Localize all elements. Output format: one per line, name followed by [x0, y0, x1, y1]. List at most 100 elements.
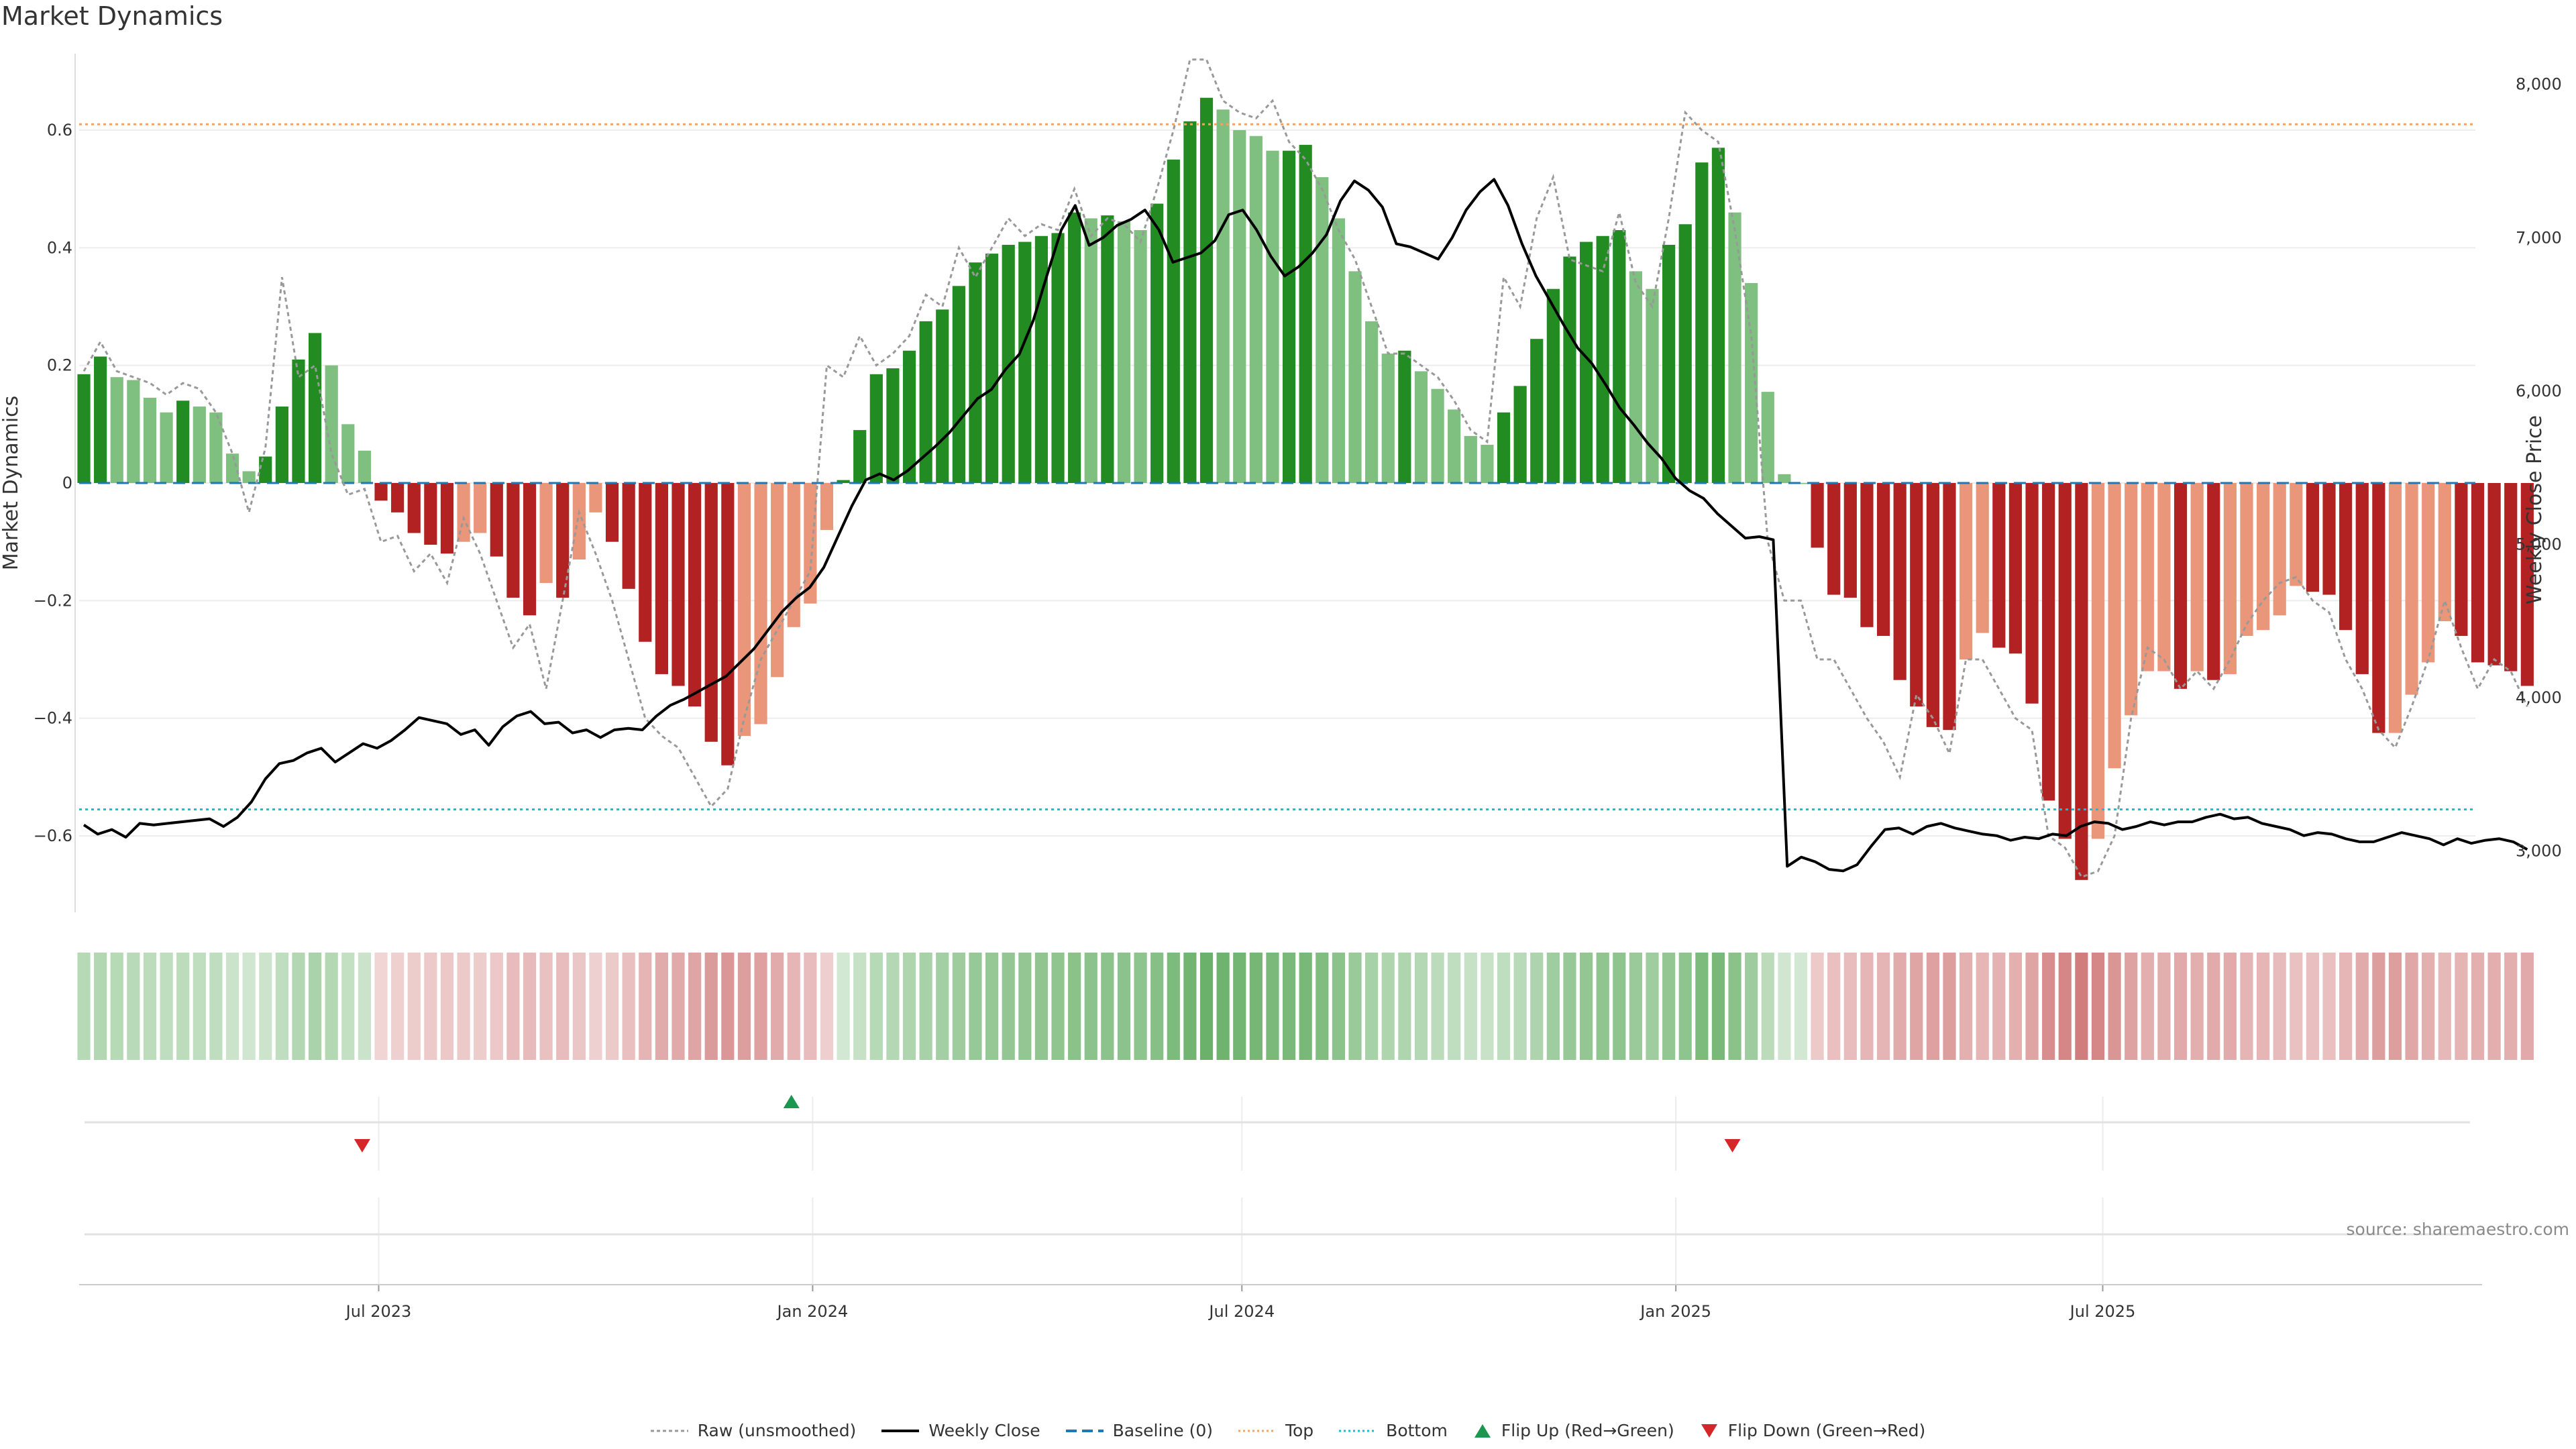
heat-cell [936, 953, 949, 1060]
source-credit: source: sharemaestro.com [2346, 1220, 2570, 1239]
heat-cell [1926, 953, 1939, 1060]
heat-cell [1629, 953, 1642, 1060]
dynamics-bar [193, 407, 206, 483]
heat-cell [1893, 953, 1907, 1060]
flip-markers [354, 1095, 1741, 1152]
heat-cell [1860, 953, 1874, 1060]
heat-cell [672, 953, 685, 1060]
dynamics-bar [160, 412, 173, 483]
dynamics-bar [94, 356, 107, 483]
heat-cell [259, 953, 272, 1060]
heat-cell [1596, 953, 1609, 1060]
heat-cell [209, 953, 223, 1060]
dynamics-bar [1216, 109, 1230, 484]
dynamics-bar [1266, 150, 1279, 483]
heat-cell [506, 953, 520, 1060]
dynamics-bar [2290, 483, 2303, 586]
y-left-tick-label: −0.2 [34, 591, 72, 610]
heat-cell [2207, 953, 2220, 1060]
dynamics-bar [639, 483, 652, 642]
dynamics-bar [1893, 483, 1907, 680]
dynamics-bar [1282, 150, 1296, 483]
dynamics-bar [1926, 483, 1939, 727]
heat-cell [1282, 953, 1296, 1060]
heat-cell [2042, 953, 2055, 1060]
x-tick-label: Jan 2025 [1639, 1302, 1711, 1321]
heat-cell [1051, 953, 1065, 1060]
heat-cell [292, 953, 305, 1060]
heat-cell [1233, 953, 1246, 1060]
dynamics-bar [2455, 483, 2468, 636]
heat-cell [1745, 953, 1758, 1060]
heat-cell [1678, 953, 1692, 1060]
heat-cell [1464, 953, 1477, 1060]
heat-cell [1761, 953, 1774, 1060]
heat-cell [1497, 953, 1511, 1060]
triangle-up-icon [1474, 1424, 1491, 1438]
dynamics-bar [985, 254, 999, 483]
heat-cell [622, 953, 635, 1060]
dynamics-bar [589, 483, 602, 513]
heat-cell [1381, 953, 1395, 1060]
dynamics-bar [1414, 371, 1428, 483]
x-tick-label: Jul 2024 [1208, 1302, 1275, 1321]
dynamics-bar [440, 483, 454, 554]
heat-cell [1134, 953, 1147, 1060]
dynamics-bar [1448, 409, 1461, 483]
raw-line [83, 58, 2528, 879]
y-right-tick-label: 6,000 [2516, 382, 2562, 400]
heat-cell [474, 953, 487, 1060]
heat-cell [1646, 953, 1659, 1060]
y-right-tick-label: 8,000 [2516, 75, 2562, 94]
dynamics-bar [539, 483, 553, 584]
dynamics-bar [1546, 288, 1560, 483]
heat-cell [1002, 953, 1015, 1060]
heat-cell [886, 953, 900, 1060]
heat-cell [556, 953, 570, 1060]
dynamics-bar [1034, 235, 1049, 483]
y-left-tick-label: 0 [62, 474, 72, 492]
heat-cell [754, 953, 767, 1060]
heat-cell [1249, 953, 1263, 1060]
dynamics-bar [1513, 386, 1527, 483]
heat-cell [176, 953, 190, 1060]
heat-cell [1827, 953, 1841, 1060]
dynamics-bar [1134, 230, 1147, 483]
dynamics-bar [325, 365, 338, 483]
heat-cell [1843, 953, 1857, 1060]
x-tick-label: Jul 2025 [2069, 1302, 2136, 1321]
heat-cell [325, 953, 338, 1060]
dynamics-bar [2520, 483, 2534, 686]
heat-cell [605, 953, 619, 1060]
legend-item-flip-down: Flip Down (Green→Red) [1700, 1421, 1925, 1440]
dynamics-bar [2207, 483, 2220, 680]
heat-cell [1084, 953, 1097, 1060]
heat-cell [2141, 953, 2154, 1060]
dynamics-bar [2438, 483, 2451, 622]
dynamics-bar [1348, 271, 1362, 483]
heat-cell [1579, 953, 1593, 1060]
dynamics-bar [737, 483, 751, 736]
dynamics-bar [952, 286, 965, 483]
legend-label-close: Weekly Close [928, 1421, 1040, 1440]
heat-cell [2273, 953, 2286, 1060]
dynamics-bar [374, 483, 388, 501]
heat-cell [1695, 953, 1709, 1060]
heat-cell [2504, 953, 2518, 1060]
heat-cell [2223, 953, 2237, 1060]
heat-cell [2372, 953, 2385, 1060]
dynamics-bar [1563, 256, 1576, 483]
dynamics-bar [474, 483, 487, 533]
dynamics-bar [2322, 483, 2336, 595]
dynamics-bar [1745, 282, 1758, 483]
heat-cell [853, 953, 867, 1060]
dynamics-bar [2075, 483, 2088, 880]
heat-cell [2256, 953, 2270, 1060]
x-tick-label: Jan 2024 [776, 1302, 849, 1321]
heat-cell [160, 953, 173, 1060]
dynamics-bar [2042, 483, 2055, 801]
dynamics-bar [490, 483, 503, 557]
dynamics-bar [407, 483, 421, 533]
heat-cell [902, 953, 916, 1060]
dynamics-bar [1398, 350, 1411, 483]
